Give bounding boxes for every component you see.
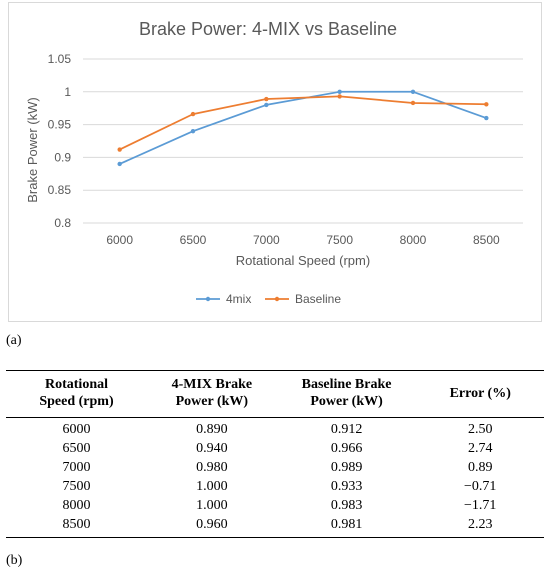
- table-cell: 0.966: [330, 441, 363, 456]
- table-cell: 7000: [62, 460, 91, 475]
- header-rotational-speed: Rotational Speed (rpm): [6, 371, 147, 418]
- x-tick-label: 7000: [253, 233, 280, 247]
- data-point: [117, 161, 122, 167]
- table-cell: 0.940: [196, 441, 228, 456]
- gridlines: [83, 58, 523, 224]
- y-tick-label: 0.9: [54, 150, 71, 164]
- legend-marker: [274, 296, 280, 302]
- x-axis-label: Rotational Speed (rpm): [236, 253, 370, 268]
- table-cell: 0.890: [196, 422, 228, 437]
- header-baseline-power: Baseline Brake Power (kW): [277, 371, 417, 418]
- table-row: 7500 1.000 0.933 −0.71: [6, 478, 544, 497]
- table-row: 6500 0.940 0.966 2.74: [6, 440, 544, 459]
- table-cell: 1.000: [196, 498, 228, 513]
- table-cell: 0.960: [196, 517, 228, 532]
- table-row: 8000 1.000 0.983 −1.71: [6, 497, 544, 516]
- data-point: [264, 96, 269, 102]
- legend-marker: [205, 296, 211, 302]
- chart-title: Brake Power: 4-MIX vs Baseline: [139, 19, 397, 39]
- y-tick-label: 1: [64, 85, 71, 99]
- series-lines: [117, 89, 489, 167]
- x-tick-label: 6000: [106, 233, 133, 247]
- y-tick-label: 1.05: [48, 52, 72, 66]
- x-tick-label: 6500: [180, 233, 207, 247]
- data-point: [410, 89, 416, 95]
- data-point: [484, 102, 489, 107]
- table-cell: 8500: [62, 517, 91, 532]
- table-cell: 0.980: [196, 460, 228, 475]
- table-cell: 0.989: [330, 460, 363, 475]
- header-line: Power (kW): [175, 394, 249, 409]
- table-cell: −0.71: [464, 479, 497, 494]
- table-cell: 8000: [62, 498, 91, 513]
- table-cell: 0.981: [330, 517, 363, 532]
- x-tick-labels: 6000 6500 7000 7500 8000 8500: [106, 233, 500, 247]
- data-point: [190, 128, 196, 134]
- x-tick-label: 8000: [400, 233, 427, 247]
- table-row: 6000 0.890 0.912 2.50: [6, 418, 544, 441]
- panel-b-label: (b): [6, 553, 23, 568]
- data-point: [484, 115, 489, 121]
- table-row: 8500 0.960 0.981 2.23: [6, 516, 544, 538]
- y-tick-labels: 0.8 0.85 0.9 0.95 1 1.05: [48, 52, 72, 230]
- brake-power-chart: Brake Power: 4-MIX vs Baseline 0.80.850.…: [25, 19, 523, 306]
- table-row: 7000 0.980 0.989 0.89: [6, 459, 544, 478]
- y-tick-label: 0.95: [48, 118, 72, 132]
- data-point: [264, 102, 269, 108]
- header-line: Speed (rpm): [39, 394, 114, 409]
- header-line: 4-MIX Brake: [171, 377, 253, 392]
- header-4mix-power: 4-MIX Brake Power (kW): [147, 371, 277, 418]
- table-cell: 0.89: [467, 460, 493, 475]
- data-point: [337, 89, 342, 95]
- table-cell: 2.23: [467, 517, 493, 532]
- data-table: Rotational Speed (rpm) 4-MIX Brake Power…: [6, 370, 544, 538]
- data-point: [337, 94, 342, 99]
- x-tick-label: 8500: [473, 233, 500, 247]
- series-line-1: [119, 95, 487, 151]
- y-tick-label: 0.85: [48, 183, 72, 197]
- header-line: Rotational: [45, 377, 108, 392]
- header-error: Error (%): [416, 371, 544, 418]
- data-point: [190, 111, 196, 117]
- chart-frame: [8, 2, 542, 322]
- legend-label: Baseline: [295, 292, 341, 306]
- data-point: [117, 147, 122, 152]
- table-cell: −1.71: [464, 498, 497, 513]
- panel-a-label: (a): [6, 333, 22, 348]
- table-cell: 2.50: [467, 422, 493, 437]
- table-cell: 2.74: [467, 441, 493, 456]
- data-point: [410, 100, 416, 106]
- y-tick-label: 0.8: [54, 216, 71, 230]
- legend: 4mix Baseline: [196, 292, 341, 306]
- table-cell: 1.000: [196, 479, 228, 494]
- y-axis-label: Brake Power (kW): [25, 97, 40, 202]
- table-header-row: Rotational Speed (rpm) 4-MIX Brake Power…: [6, 370, 544, 418]
- legend-label: 4mix: [226, 292, 251, 306]
- table-cell: 0.912: [330, 422, 363, 437]
- table-cell: 7500: [62, 479, 91, 494]
- table-cell: 0.983: [330, 498, 363, 513]
- header-line: Power (kW): [310, 394, 383, 409]
- header-line: Baseline Brake: [301, 377, 392, 392]
- header-line: Error (%): [449, 385, 511, 401]
- table-cell: 6500: [62, 441, 91, 456]
- x-tick-label: 7500: [326, 233, 353, 247]
- table-cell: 6000: [62, 422, 91, 437]
- table-cell: 0.933: [330, 479, 363, 494]
